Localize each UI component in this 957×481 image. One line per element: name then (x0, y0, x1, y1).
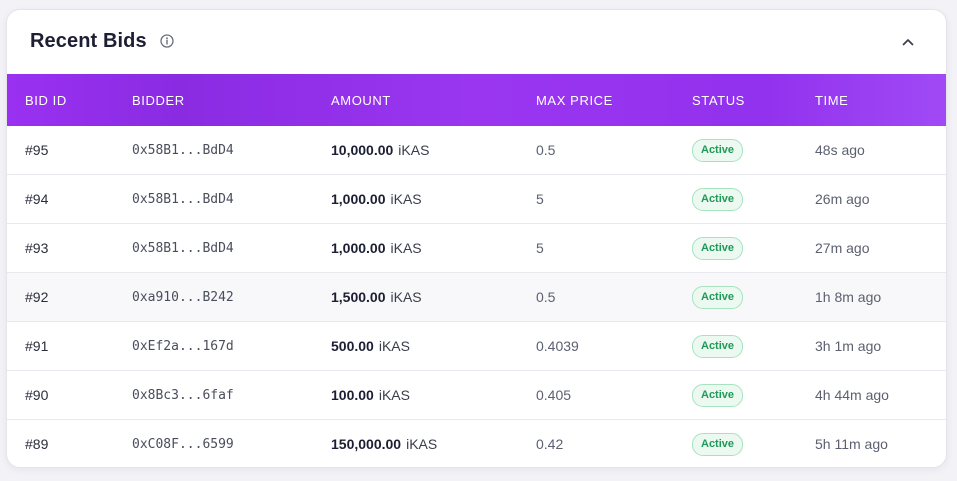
table-row[interactable]: #89 0xC08F...6599 150,000.00 iKAS 0.42 Ac… (7, 419, 946, 467)
bid-time: 3h 1m ago (815, 321, 946, 371)
amount-cell: 1,000.00 iKAS (331, 174, 536, 224)
bid-time: 1h 8m ago (815, 272, 946, 322)
status-badge: Active (692, 236, 744, 260)
column-header-status[interactable]: STATUS (692, 92, 745, 108)
bid-time: 26m ago (815, 174, 946, 224)
status-cell: Active (692, 321, 815, 371)
table-header: BID ID BIDDER AMOUNT MAX PRICE STATUS TI… (7, 74, 946, 126)
status-cell: Active (692, 126, 815, 175)
bidder-address[interactable]: 0x58B1...BdD4 (132, 142, 234, 158)
status-badge: Active (692, 383, 744, 407)
bidder-address[interactable]: 0xa910...B242 (132, 272, 331, 322)
amount-unit: iKAS (398, 142, 430, 158)
max-price: 0.42 (536, 419, 692, 467)
status-cell: Active (692, 223, 815, 273)
bid-time: 48s ago (815, 142, 865, 158)
amount-unit: iKAS (378, 387, 410, 403)
amount-value: 150,000.00 (331, 436, 402, 452)
status-cell: Active (692, 370, 815, 420)
status-cell: Active (692, 272, 815, 322)
amount-value: 10,000.00 (331, 142, 394, 158)
chevron-up-icon (902, 39, 914, 46)
amount-value: 100.00 (331, 387, 374, 403)
max-price: 0.5 (536, 142, 556, 158)
status-cell: Active (692, 174, 815, 224)
table-body: #95 0x58B1...BdD4 10,000.00 iKAS 0.5 Acti… (7, 126, 946, 467)
table-row[interactable]: #92 0xa910...B242 1,500.00 iKAS 0.5 Activ… (7, 272, 946, 322)
column-header-bidder[interactable]: BIDDER (132, 92, 185, 108)
table-row[interactable]: #90 0x8Bc3...6faf 100.00 iKAS 0.405 Activ… (7, 370, 946, 420)
info-icon[interactable] (160, 34, 174, 48)
status-badge: Active (692, 285, 744, 309)
amount-cell: 1,500.00 iKAS (331, 272, 536, 322)
recent-bids-card: Recent Bids BID ID BIDDER AMOUNT MAX PRI… (6, 9, 947, 468)
bid-id: #90 (7, 370, 132, 420)
bid-id: #91 (7, 321, 132, 371)
status-badge: Active (692, 138, 744, 162)
amount-unit: iKAS (390, 240, 422, 256)
amount-value: 1,000.00 (331, 191, 386, 207)
bidder-address[interactable]: 0x58B1...BdD4 (132, 174, 331, 224)
status-badge: Active (692, 432, 744, 456)
status-badge: Active (692, 187, 744, 211)
amount-cell: 500.00 iKAS (331, 321, 536, 371)
bidder-address[interactable]: 0xC08F...6599 (132, 419, 331, 467)
column-header-amount[interactable]: AMOUNT (331, 92, 391, 108)
max-price: 0.405 (536, 370, 692, 420)
table-row[interactable]: #95 0x58B1...BdD4 10,000.00 iKAS 0.5 Acti… (7, 126, 946, 175)
amount-unit: iKAS (390, 191, 422, 207)
table-row[interactable]: #91 0xEf2a...167d 500.00 iKAS 0.4039 Acti… (7, 321, 946, 371)
column-header-bid-id[interactable]: BID ID (25, 92, 67, 108)
column-header-time[interactable]: TIME (815, 92, 849, 108)
bid-id: #93 (7, 223, 132, 273)
card-title: Recent Bids (30, 30, 147, 52)
bid-time: 27m ago (815, 223, 946, 273)
bid-id: #94 (7, 174, 132, 224)
collapse-button[interactable] (897, 32, 919, 52)
bid-time: 5h 11m ago (815, 419, 946, 467)
amount-cell: 1,000.00 iKAS (331, 223, 536, 273)
bids-table: BID ID BIDDER AMOUNT MAX PRICE STATUS TI… (7, 74, 946, 467)
amount-cell: 100.00 iKAS (331, 370, 536, 420)
amount-unit: iKAS (406, 436, 438, 452)
amount-unit: iKAS (390, 289, 422, 305)
table-row[interactable]: #94 0x58B1...BdD4 1,000.00 iKAS 5 Active … (7, 174, 946, 224)
amount-cell: 150,000.00 iKAS (331, 419, 536, 467)
bid-id: #89 (7, 419, 132, 467)
bid-time: 4h 44m ago (815, 370, 946, 420)
amount-unit: iKAS (378, 338, 410, 354)
status-cell: Active (692, 419, 815, 467)
max-price: 0.4039 (536, 321, 692, 371)
amount-value: 1,500.00 (331, 289, 386, 305)
table-row[interactable]: #93 0x58B1...BdD4 1,000.00 iKAS 5 Active … (7, 223, 946, 273)
max-price: 5 (536, 174, 692, 224)
card-header: Recent Bids (7, 10, 946, 74)
max-price: 5 (536, 223, 692, 273)
max-price: 0.5 (536, 272, 692, 322)
amount-value: 500.00 (331, 338, 374, 354)
table-header-row: BID ID BIDDER AMOUNT MAX PRICE STATUS TI… (7, 74, 946, 126)
amount-cell: 10,000.00 iKAS (331, 126, 536, 175)
bid-id: #95 (25, 142, 49, 158)
amount-value: 1,000.00 (331, 240, 386, 256)
bid-id: #92 (7, 272, 132, 322)
bidder-address[interactable]: 0x8Bc3...6faf (132, 370, 331, 420)
bidder-address[interactable]: 0xEf2a...167d (132, 321, 331, 371)
status-badge: Active (692, 334, 744, 358)
bidder-address[interactable]: 0x58B1...BdD4 (132, 223, 331, 273)
column-header-max-price[interactable]: MAX PRICE (536, 92, 613, 108)
